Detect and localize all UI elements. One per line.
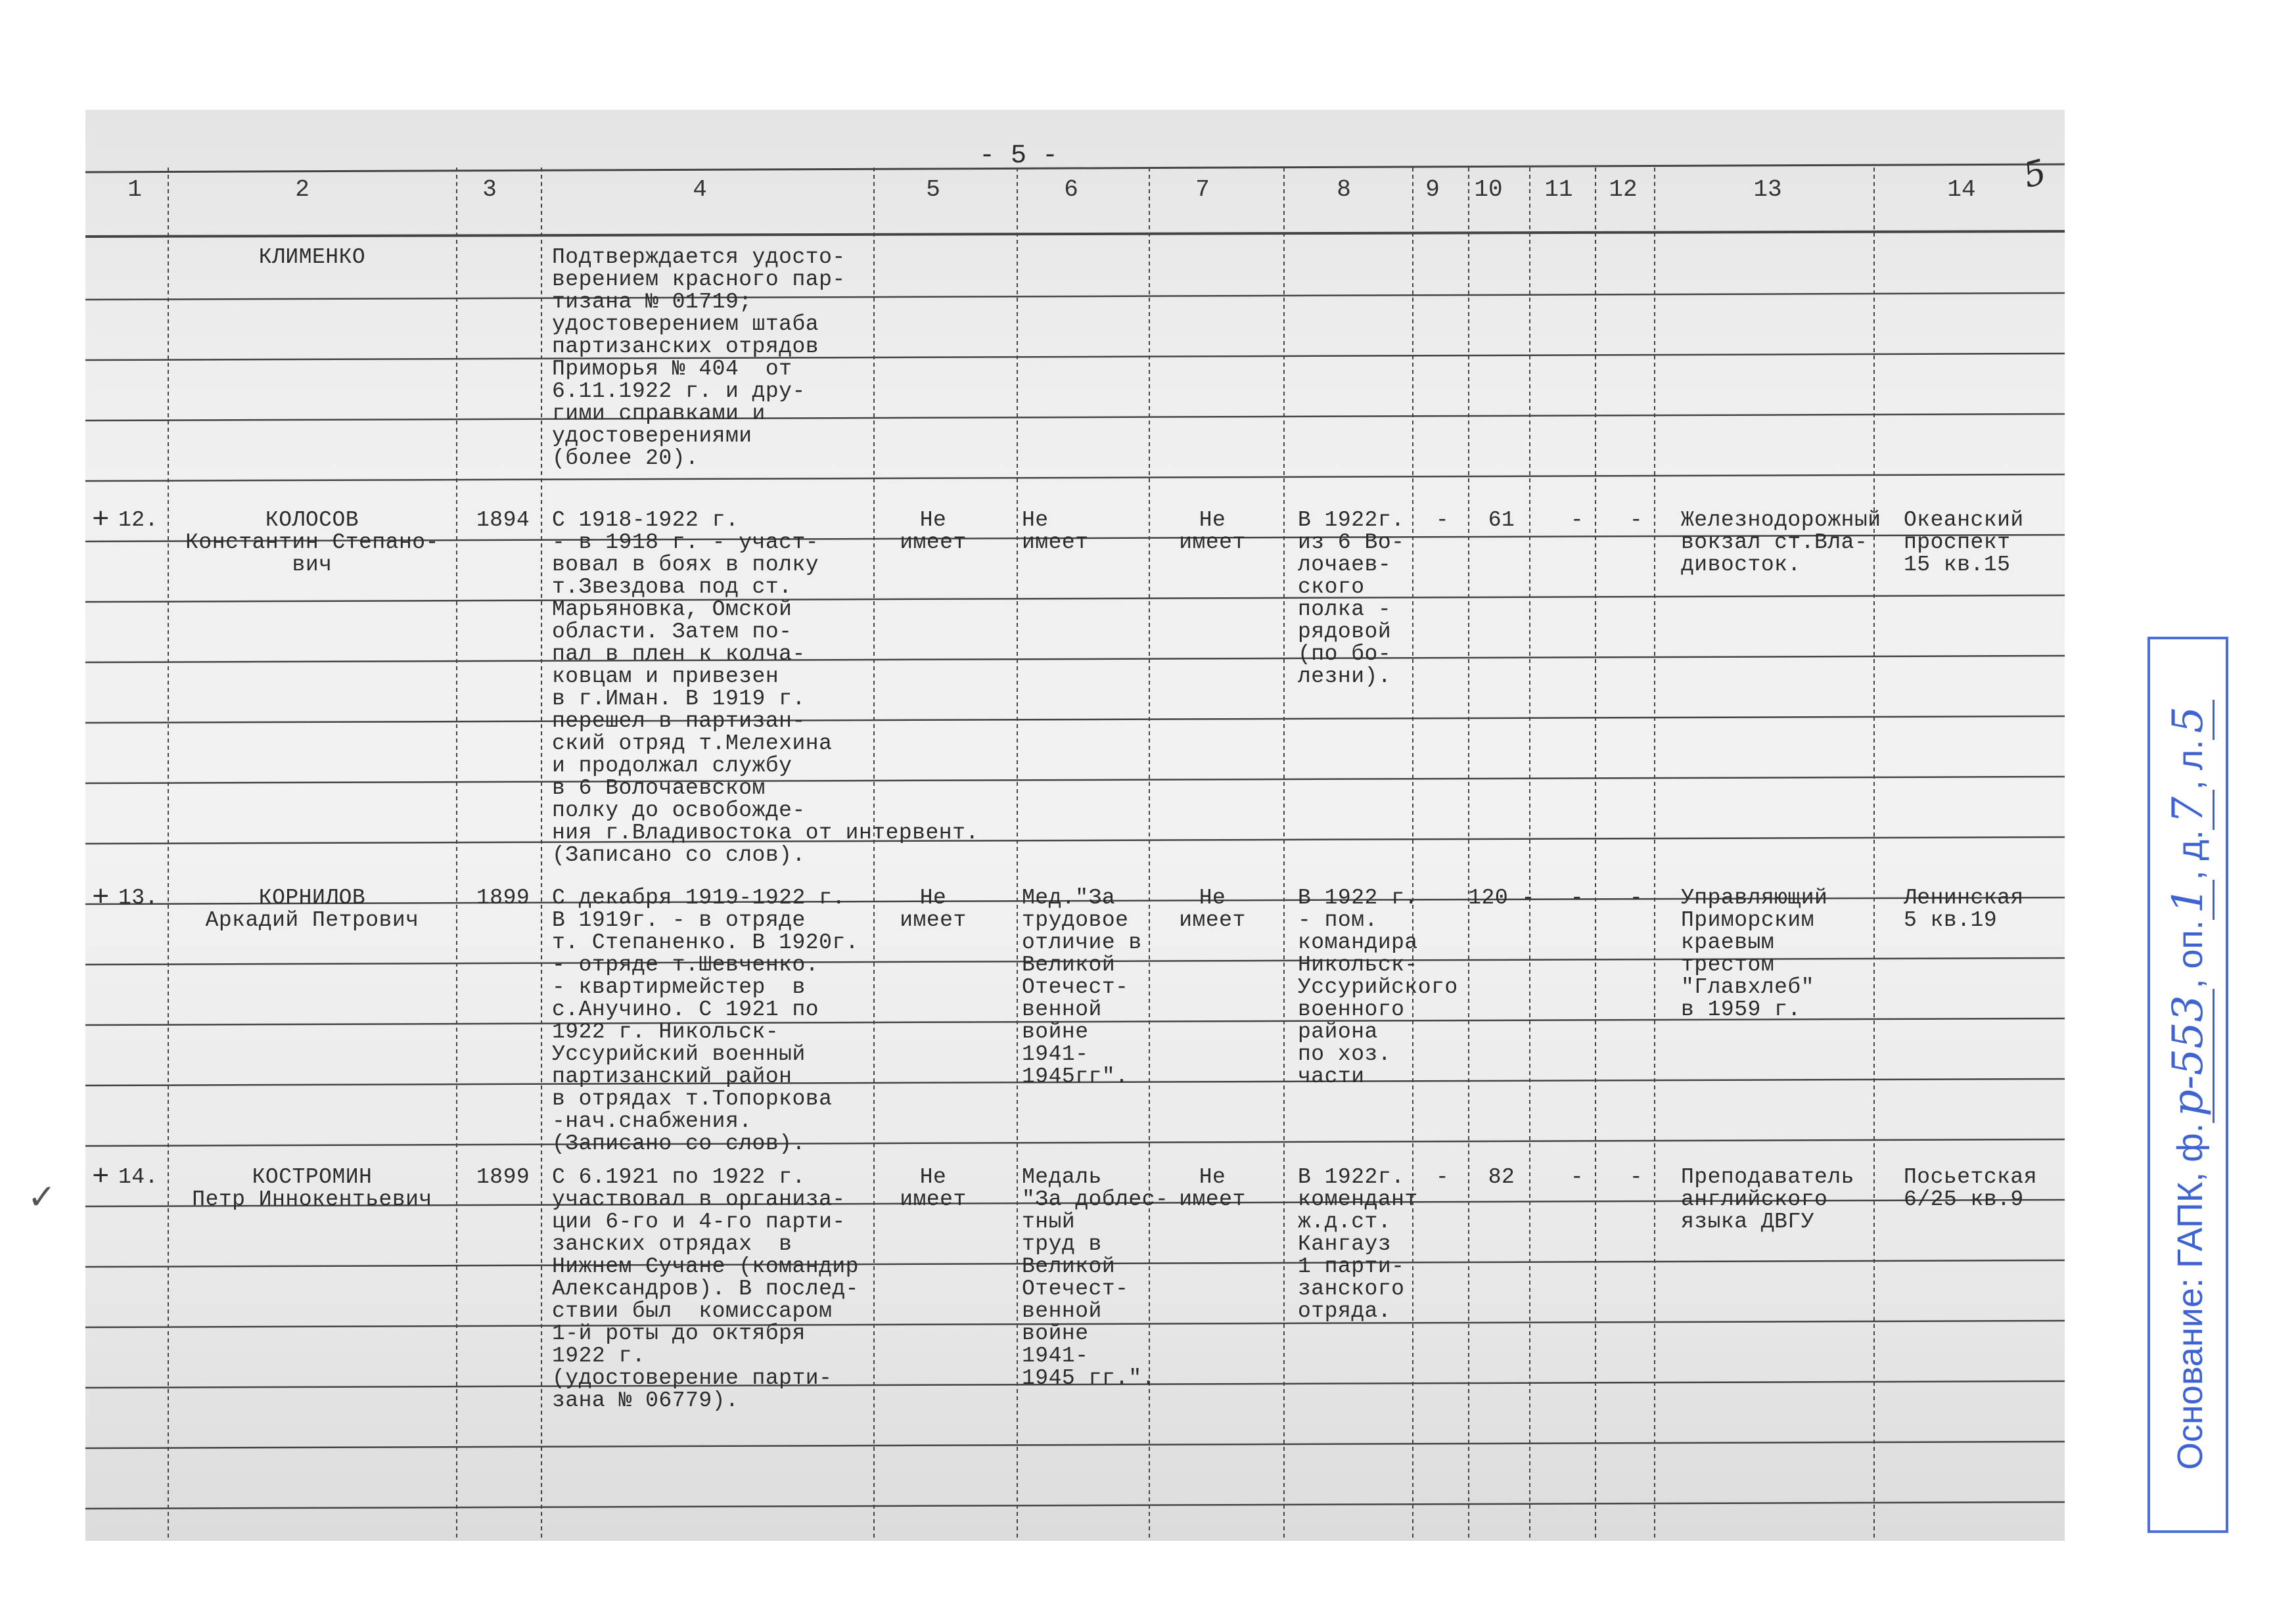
cell-c14: Ленинская 5 кв.19 xyxy=(1904,886,2024,932)
birth-year: 1894 xyxy=(476,508,530,532)
person-name: КОЛОСОВ Константин Степано- вич xyxy=(185,508,439,577)
cell-mark: + xyxy=(92,504,110,537)
cell-c8: В 1922г. комендант ж.д.ст. Кангауз 1 пар… xyxy=(1298,1165,1418,1323)
person-name: КОСТРОМИН Петр Иннокентьевич xyxy=(192,1165,432,1212)
cell-c9: - xyxy=(1435,508,1450,532)
column-header-11: 11 xyxy=(1544,176,1573,203)
cell-c8: В 1922г. из 6 Во- лочаев- ского полка - … xyxy=(1298,508,1405,689)
partisan-service: С 1918-1922 г. - в 1918 г. - участ- вова… xyxy=(552,508,979,867)
partisan-service: С декабря 1919-1922 г. В 1919г. - в отря… xyxy=(552,886,859,1156)
cell-mark: + xyxy=(92,1161,110,1194)
column-header-1: 1 xyxy=(127,176,142,203)
partisan-service: С 6.1921 по 1922 г. участвовал в организ… xyxy=(552,1165,859,1413)
person-name: КОРНИЛОВ Аркадий Петрович xyxy=(205,886,419,932)
page-number: - 5 - xyxy=(979,141,1059,171)
cell-c13: Преподаватель английского языка ДВГУ xyxy=(1681,1165,1854,1234)
cell-c7: Не имеет xyxy=(1179,1165,1246,1212)
column-header-13: 13 xyxy=(1753,176,1782,203)
stamp-fond: р-553 xyxy=(2163,988,2215,1124)
cell-c10: 61 xyxy=(1488,508,1515,532)
column-header-3: 3 xyxy=(482,176,497,203)
cell-c6: Не имеет xyxy=(1022,508,1089,555)
stamp-opis: 1 xyxy=(2163,880,2215,921)
cell-c13: Железнодорожный вокзал ст.Вла- дивосток. xyxy=(1681,508,1881,577)
column-header-14: 14 xyxy=(1947,176,1976,203)
cell-c11: - xyxy=(1570,1165,1584,1189)
column-header-2: 2 xyxy=(295,176,310,203)
cell-c12: - xyxy=(1629,886,1643,910)
cell-c9: - xyxy=(1435,1165,1450,1189)
stamp-delo: 7 xyxy=(2163,790,2215,830)
check-mark-icon: ✓ xyxy=(30,1177,54,1221)
column-header-5: 5 xyxy=(926,176,940,203)
cell-c10: 82 xyxy=(1488,1165,1515,1189)
column-header-12: 12 xyxy=(1609,176,1638,203)
column-header-9: 9 xyxy=(1425,176,1440,203)
cell-c8: В 1922 г. - пом. командира Никольск- Усс… xyxy=(1298,886,1458,1089)
cell-num: 14. xyxy=(118,1165,158,1189)
scanned-sheet xyxy=(85,110,2065,1541)
cell-c14: Океанский проспект 15 кв.15 xyxy=(1904,508,2024,577)
cell-c11: - xyxy=(1570,508,1584,532)
cell-num: 13. xyxy=(118,886,158,910)
stamp-delo-label: , д. xyxy=(2170,829,2210,880)
cell-c7: Не имеет xyxy=(1179,886,1246,932)
birth-year: 1899 xyxy=(476,886,530,910)
cell-c5: Не имеет xyxy=(900,886,967,932)
birth-year: 1899 xyxy=(476,1165,530,1189)
column-header-4: 4 xyxy=(693,176,707,203)
partisan-service: Подтверждается удосто- верением красного… xyxy=(552,245,846,470)
cell-c12: - xyxy=(1629,508,1643,532)
cell-c6: Медаль "За доблес- тный труд в Великой О… xyxy=(1022,1165,1169,1390)
cell-c11: - xyxy=(1570,886,1584,910)
cell-c5: Не имеет xyxy=(900,508,967,555)
column-header-7: 7 xyxy=(1195,176,1210,203)
cell-c7: Не имеет xyxy=(1179,508,1246,555)
person-name: КЛИМЕНКО xyxy=(258,245,366,269)
stamp-list-label: , л. xyxy=(2170,739,2210,790)
cell-c10: 120 - xyxy=(1468,886,1535,910)
stamp-prefix: Основание: ГАПК, ф. xyxy=(2170,1123,2210,1471)
archive-stamp: Основание: ГАПК, ф.р-553, оп.1, д.7, л.5 xyxy=(2147,637,2228,1533)
cell-mark: + xyxy=(92,882,110,915)
stamp-opis-label: , оп. xyxy=(2170,920,2210,989)
cell-c12: - xyxy=(1629,1165,1643,1189)
column-header-6: 6 xyxy=(1064,176,1078,203)
column-header-8: 8 xyxy=(1337,176,1351,203)
cell-c14: Посьетская 6/25 кв.9 xyxy=(1904,1165,2038,1212)
stamp-list: 5 xyxy=(2163,700,2215,740)
cell-c6: Мед."За трудовое отличие в Великой Отече… xyxy=(1022,886,1142,1089)
cell-c13: Управляющий Приморским краевым трестом "… xyxy=(1681,886,1828,1022)
cell-num: 12. xyxy=(118,508,158,532)
cell-c5: Не имеет xyxy=(900,1165,967,1212)
column-header-10: 10 xyxy=(1474,176,1503,203)
